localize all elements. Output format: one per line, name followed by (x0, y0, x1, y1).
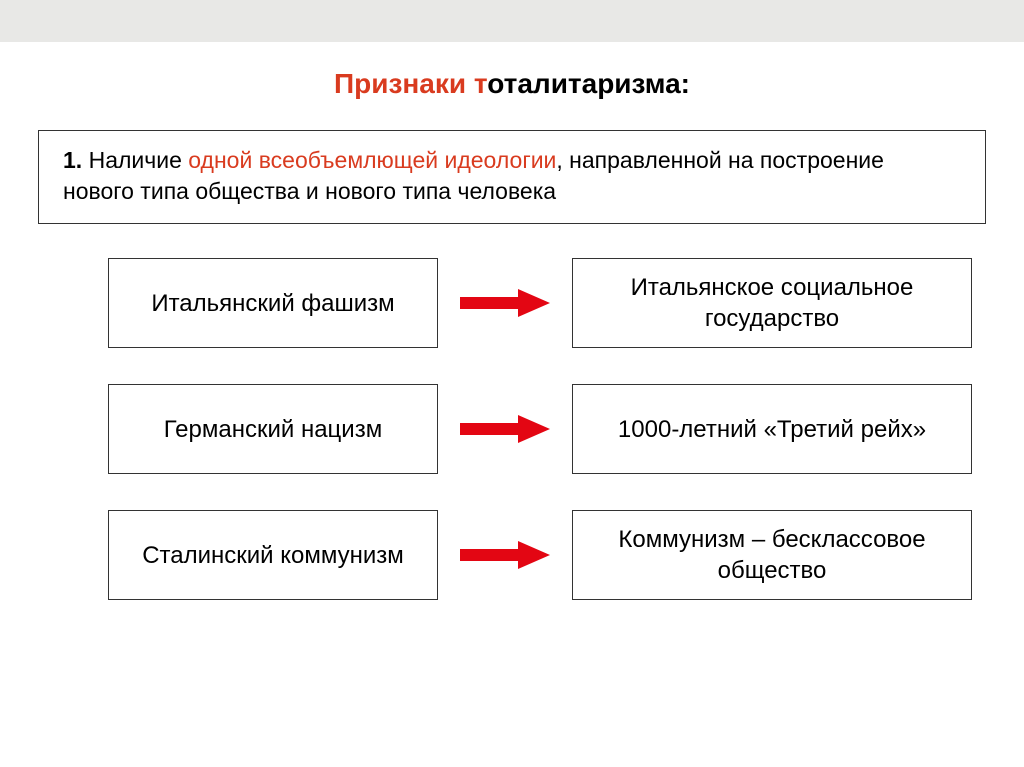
left-box-label: Итальянский фашизм (151, 288, 394, 319)
title-rest: оталитаризма: (487, 68, 690, 99)
left-box-label: Сталинский коммунизм (142, 540, 404, 571)
top-bar (0, 0, 1024, 42)
right-box-label: Итальянское социальное государство (583, 272, 961, 334)
arrow-icon (460, 289, 550, 317)
intro-lead-bold: 1. (63, 147, 82, 173)
diagram-rows: Итальянский фашизм Итальянское социально… (0, 258, 1024, 600)
intro-highlight: одной всеобъемлющей идеологии (188, 147, 556, 173)
diagram-row: Сталинский коммунизм Коммунизм – бесклас… (38, 510, 986, 600)
diagram-row: Германский нацизм 1000-летний «Третий ре… (38, 384, 986, 474)
right-box: Итальянское социальное государство (572, 258, 972, 348)
right-box-label: Коммунизм – бесклассовое общество (583, 524, 961, 586)
left-box: Германский нацизм (108, 384, 438, 474)
intro-box: 1. Наличие одной всеобъемлющей идеологии… (38, 130, 986, 224)
intro-lead-plain: Наличие (82, 147, 188, 173)
arrow-icon (460, 541, 550, 569)
arrow-icon (460, 415, 550, 443)
right-box: Коммунизм – бесклассовое общество (572, 510, 972, 600)
left-box: Сталинский коммунизм (108, 510, 438, 600)
right-box: 1000-летний «Третий рейх» (572, 384, 972, 474)
left-box-label: Германский нацизм (164, 414, 382, 445)
diagram-row: Итальянский фашизм Итальянское социально… (38, 258, 986, 348)
left-box: Итальянский фашизм (108, 258, 438, 348)
title-highlight: Признаки т (334, 68, 487, 99)
page-title: Признаки тоталитаризма: (0, 68, 1024, 100)
right-box-label: 1000-летний «Третий рейх» (618, 414, 926, 445)
